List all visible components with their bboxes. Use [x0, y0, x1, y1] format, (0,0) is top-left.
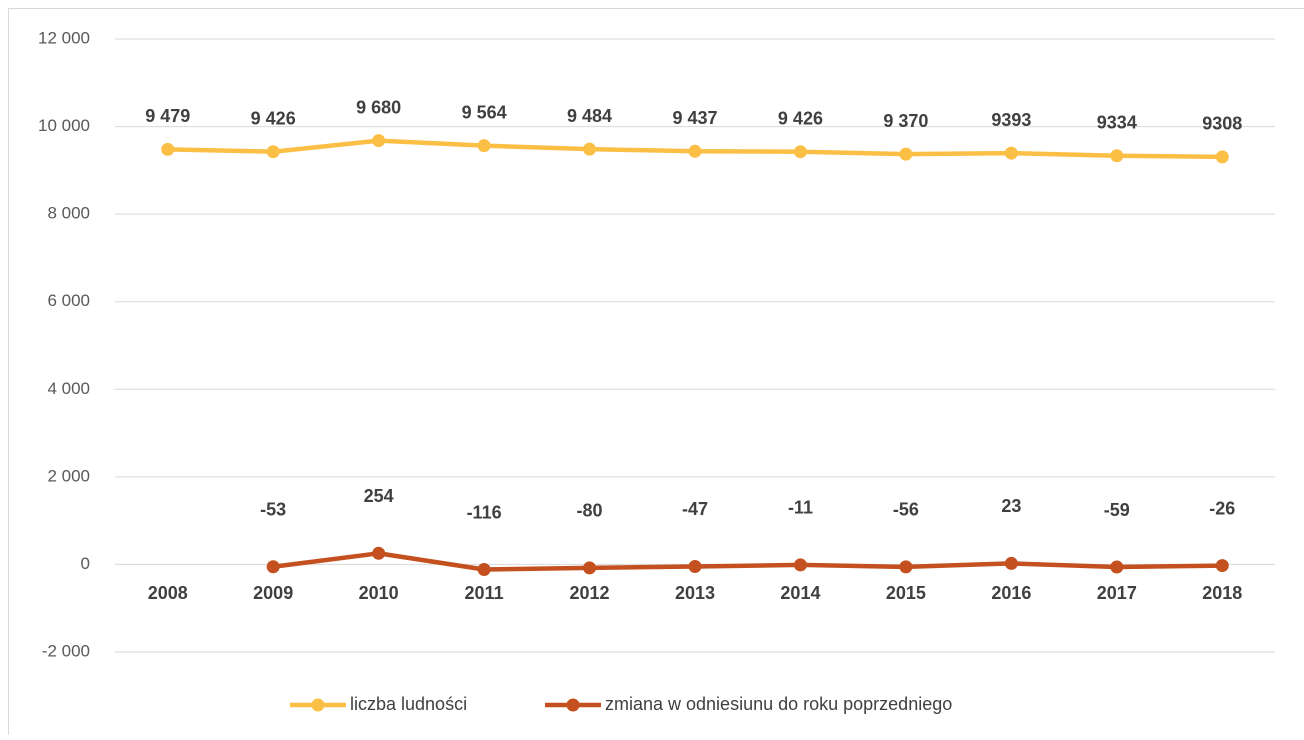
data-label: 9 484: [567, 106, 612, 126]
point-marker: [478, 563, 491, 576]
data-label: 9 564: [462, 102, 507, 122]
point-marker: [583, 561, 596, 574]
y-tick-label: -2 000: [42, 641, 90, 660]
data-label: -11: [788, 498, 813, 518]
point-marker: [267, 145, 280, 158]
point-marker: [1216, 559, 1229, 572]
x-tick-label: 2010: [359, 583, 399, 603]
data-label: -116: [467, 502, 502, 522]
point-marker: [794, 145, 807, 158]
data-label: -26: [1209, 498, 1235, 518]
x-tick-label: 2018: [1202, 583, 1242, 603]
point-marker: [1110, 149, 1123, 162]
point-marker: [899, 560, 912, 573]
data-label: -56: [893, 500, 919, 520]
point-marker: [583, 143, 596, 156]
legend-label: zmiana w odniesiunu do roku poprzedniego: [605, 694, 952, 714]
data-label: 254: [364, 486, 394, 506]
data-label: 9 437: [672, 108, 717, 128]
x-tick-label: 2011: [465, 583, 504, 603]
data-label: -59: [1104, 500, 1130, 520]
data-label: -53: [260, 499, 286, 519]
y-tick-label: 12 000: [38, 28, 90, 47]
y-tick-label: 6 000: [47, 291, 90, 310]
x-tick-label: 2016: [991, 583, 1031, 603]
point-marker: [1005, 147, 1018, 160]
point-marker: [372, 547, 385, 560]
data-label: 9334: [1097, 112, 1137, 132]
point-marker: [372, 134, 385, 147]
y-tick-label: 8 000: [47, 204, 90, 223]
point-marker: [689, 145, 702, 158]
data-label: -80: [577, 501, 603, 521]
x-tick-label: 2013: [675, 583, 715, 603]
y-tick-label: 10 000: [38, 116, 90, 135]
data-label: 9393: [991, 110, 1031, 130]
point-marker: [267, 560, 280, 573]
data-label: 9308: [1202, 114, 1242, 134]
data-label: 23: [1001, 496, 1021, 516]
data-label: -47: [682, 499, 708, 519]
y-tick-label: 2 000: [47, 466, 90, 485]
data-label: 9 426: [778, 108, 823, 128]
y-tick-label: 0: [81, 554, 90, 573]
legend-label: liczba ludności: [350, 694, 467, 714]
point-marker: [1005, 557, 1018, 570]
point-marker: [1216, 150, 1229, 163]
x-tick-label: 2009: [253, 583, 293, 603]
x-tick-label: 2012: [570, 583, 610, 603]
data-label: 9 680: [356, 97, 401, 117]
point-marker: [1110, 561, 1123, 574]
x-tick-label: 2008: [148, 583, 188, 603]
data-label: 9 426: [251, 108, 296, 128]
point-marker: [689, 560, 702, 573]
x-tick-label: 2015: [886, 583, 926, 603]
point-marker: [478, 139, 491, 152]
point-marker: [161, 143, 174, 156]
point-marker: [899, 148, 912, 161]
x-tick-label: 2017: [1097, 583, 1137, 603]
x-tick-label: 2014: [780, 583, 820, 603]
point-marker: [794, 558, 807, 571]
data-label: 9 479: [145, 106, 190, 126]
legend-marker: [312, 699, 325, 712]
data-label: 9 370: [883, 111, 928, 131]
y-tick-label: 4 000: [47, 379, 90, 398]
legend-marker: [567, 699, 580, 712]
